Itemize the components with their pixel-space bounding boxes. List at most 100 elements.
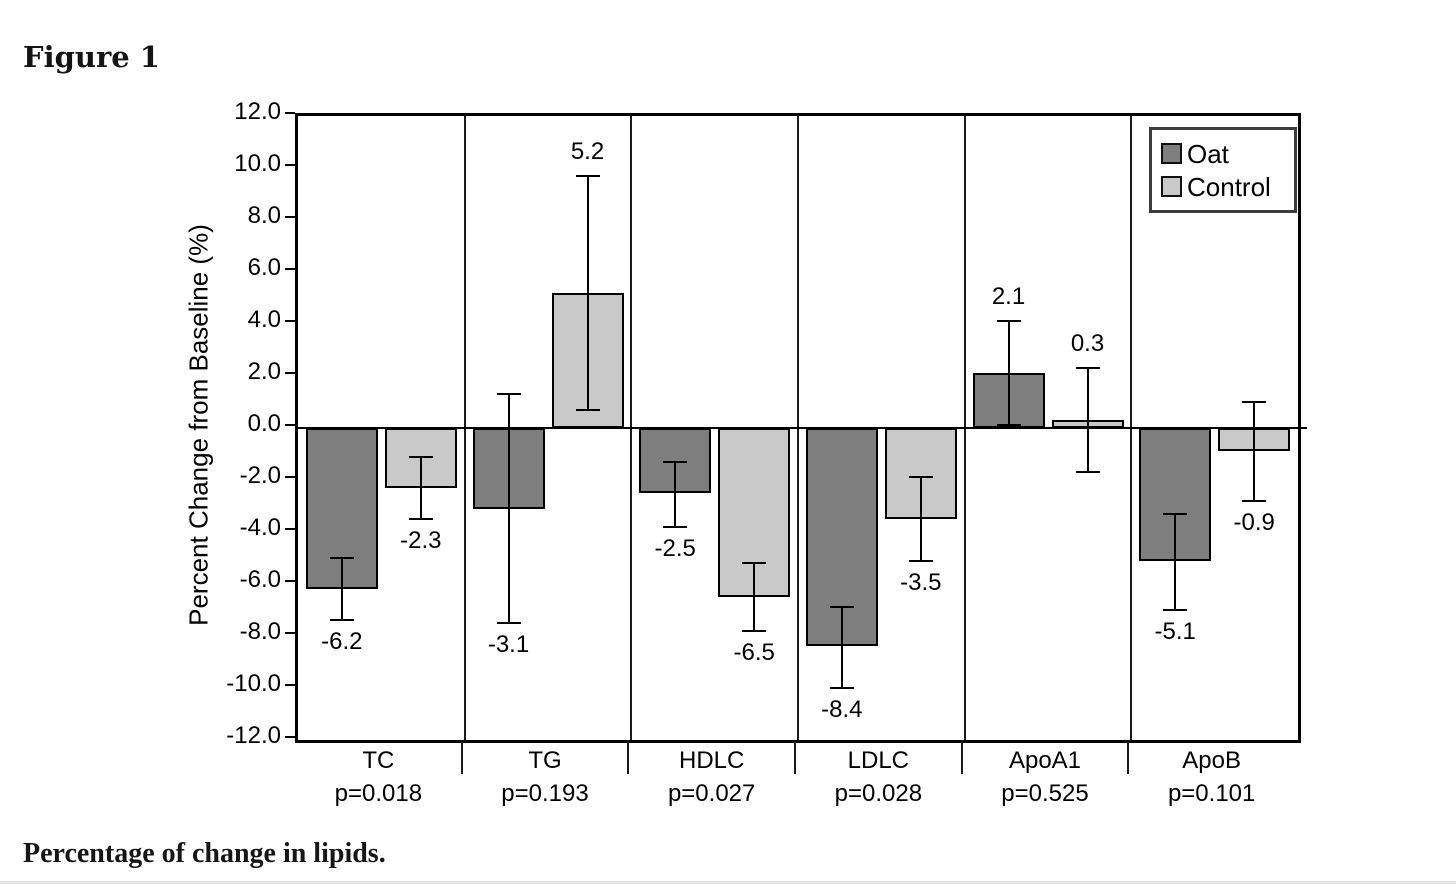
error-bar-cap-bottom <box>575 408 600 411</box>
error-bar-cap-bottom <box>496 622 521 624</box>
y-tick <box>285 580 295 582</box>
bar-value-label: -6.5 <box>733 638 775 666</box>
y-tick <box>285 476 295 478</box>
bar-value-label: -8.4 <box>821 696 863 723</box>
y-tick <box>285 268 295 270</box>
error-bar-cap-bottom <box>1242 499 1267 502</box>
error-bar-cap-top <box>908 476 933 479</box>
bar-value-label: -0.9 <box>1233 508 1275 536</box>
control-swatch-icon <box>1161 176 1182 197</box>
y-tick <box>285 528 295 530</box>
y-tick <box>285 112 295 114</box>
error-bar <box>753 563 756 631</box>
bar-value-label: -5.1 <box>1154 618 1196 645</box>
zero-baseline <box>298 427 1307 429</box>
y-tick <box>285 424 295 426</box>
y-tick <box>285 372 295 374</box>
y-tick <box>285 736 295 738</box>
x-axis-separator-stub <box>1127 740 1130 774</box>
error-bar-cap-top <box>496 393 521 396</box>
bar-value-label: 2.1 <box>991 283 1026 311</box>
p-value-label-ldlc: p=0.028 <box>834 780 923 807</box>
bar-control-LDLC <box>884 428 957 519</box>
y-tick-label: -8.0 <box>239 618 281 645</box>
p-value-label-tg: p=0.193 <box>501 780 589 807</box>
y-tick <box>285 164 295 166</box>
y-tick-label: 10.0 <box>234 150 281 177</box>
error-bar <box>674 461 677 527</box>
bar-value-label: -3.5 <box>900 568 942 596</box>
y-tick-label: -4.0 <box>239 514 281 541</box>
y-tick <box>285 684 295 686</box>
category-label-apob: ApoB <box>1182 747 1242 774</box>
x-axis-separator-stub <box>960 740 963 774</box>
category-label-tg: TG <box>528 747 562 774</box>
error-bar-cap-top <box>575 174 600 177</box>
error-bar <box>1086 368 1089 473</box>
error-bar <box>1007 321 1010 426</box>
y-tick-label: 12.0 <box>234 98 281 125</box>
error-bar <box>586 175 589 410</box>
figure-title: Figure 1 <box>23 40 160 74</box>
y-tick-label: 2.0 <box>247 358 281 385</box>
error-bar-cap-top <box>408 455 433 458</box>
y-tick <box>285 632 295 634</box>
error-bar <box>507 394 510 623</box>
error-bar-cap-top <box>742 562 767 565</box>
y-tick <box>285 216 295 218</box>
y-tick-label: 6.0 <box>247 254 281 281</box>
bar-value-label: -2.3 <box>400 527 442 554</box>
y-tick-label: 8.0 <box>247 202 281 229</box>
bar-value-label: -2.5 <box>654 534 696 562</box>
error-bar <box>840 607 843 688</box>
error-bar-cap-bottom <box>996 424 1021 427</box>
bar-value-label: 0.3 <box>1070 330 1105 358</box>
oat-swatch-icon <box>1161 143 1182 164</box>
legend-label-control: Control <box>1187 171 1271 202</box>
error-bar-cap-bottom <box>1163 609 1188 611</box>
legend-item-control: Control <box>1161 170 1286 203</box>
legend-label-oat: Oat <box>1187 138 1229 169</box>
legend: Oat Control <box>1149 127 1297 213</box>
category-label-tc: TC <box>362 747 395 774</box>
legend-item-oat: Oat <box>1161 137 1286 170</box>
error-bar-cap-bottom <box>408 518 433 520</box>
y-tick-label: 4.0 <box>247 306 281 333</box>
error-bar <box>419 456 422 519</box>
p-value-label-apoa1: p=0.525 <box>1001 780 1089 807</box>
bar-value-label: 5.2 <box>570 137 605 165</box>
error-bar-cap-bottom <box>908 559 933 562</box>
error-bar <box>1174 513 1177 610</box>
error-bar-cap-top <box>1075 367 1100 370</box>
x-axis-separator-stub <box>627 740 630 774</box>
error-bar-cap-top <box>1242 401 1267 403</box>
y-tick-label: -6.0 <box>239 566 281 593</box>
y-tick-label: 0.0 <box>247 410 281 437</box>
error-bar-cap-bottom <box>1075 471 1100 474</box>
y-tick-label: -10.0 <box>226 670 281 697</box>
plot-area: Oat Control -6.2 -3.1 -2.5 -8.4 2.1 -5.1 -2.3 5… <box>295 113 1307 743</box>
x-axis-separator-stub <box>460 740 463 774</box>
p-value-label-hdlc: p=0.027 <box>667 780 756 807</box>
error-bar-cap-bottom <box>829 687 854 689</box>
y-tick-label: -12.0 <box>226 722 281 749</box>
error-bar-cap-bottom <box>329 619 354 622</box>
bar-value-label: -3.1 <box>487 631 530 658</box>
error-bar-cap-top <box>663 460 688 463</box>
p-value-label-tc: p=0.018 <box>334 780 423 807</box>
category-label-hdlc: HDLC <box>678 747 745 774</box>
bottom-divider <box>0 881 1456 884</box>
error-bar <box>919 477 922 561</box>
x-axis-separator-stub <box>794 740 796 774</box>
error-bar-cap-top <box>1163 512 1188 515</box>
error-bar-cap-top <box>829 606 854 609</box>
y-tick <box>285 320 295 322</box>
error-bar <box>340 558 343 621</box>
bar-value-label: -6.2 <box>321 628 363 656</box>
error-bar-cap-top <box>996 320 1021 323</box>
error-bar-cap-bottom <box>742 629 767 632</box>
p-value-label-apob: p=0.101 <box>1167 780 1256 807</box>
error-bar-cap-bottom <box>663 525 688 528</box>
error-bar-cap-top <box>329 557 354 559</box>
